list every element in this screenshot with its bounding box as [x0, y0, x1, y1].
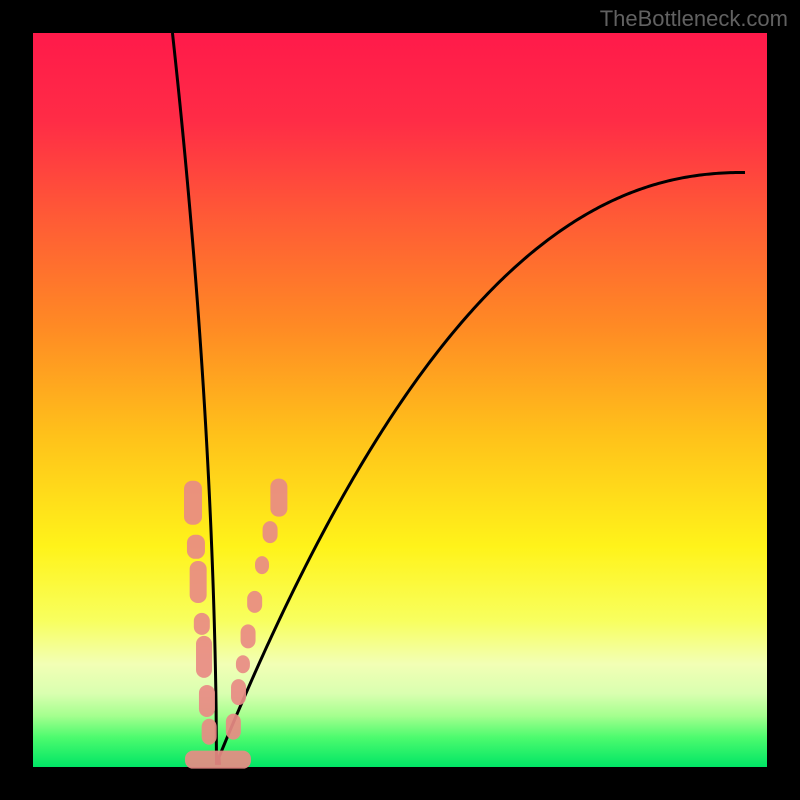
chart-plot-bg [33, 33, 767, 767]
curve-marker [187, 535, 205, 559]
curve-marker [196, 636, 212, 678]
curve-marker [241, 624, 256, 648]
attribution-text: TheBottleneck.com [600, 6, 788, 32]
curve-marker [190, 561, 207, 603]
curve-marker [263, 521, 278, 543]
curve-marker [194, 613, 210, 635]
curve-marker [236, 655, 250, 673]
curve-marker [202, 719, 217, 745]
curve-marker [199, 685, 215, 717]
curve-marker [184, 481, 202, 525]
curve-marker [255, 556, 269, 574]
bottleneck-chart [0, 0, 800, 800]
curve-marker [270, 479, 287, 517]
curve-marker [226, 714, 241, 740]
curve-marker [185, 751, 251, 769]
curve-marker [231, 679, 246, 705]
curve-marker [247, 591, 262, 613]
